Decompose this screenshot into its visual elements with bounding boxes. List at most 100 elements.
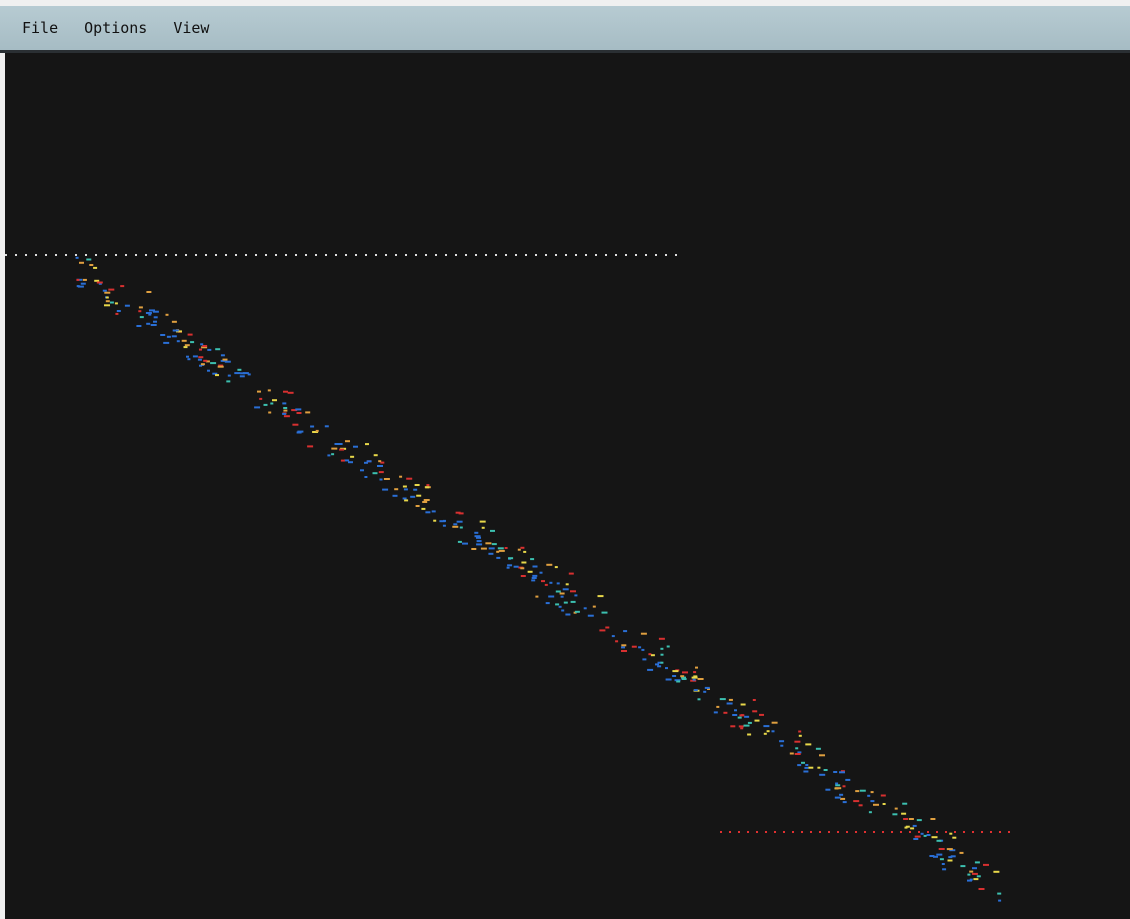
point	[403, 486, 407, 488]
point	[667, 646, 670, 648]
point	[546, 564, 552, 566]
point	[744, 716, 749, 718]
point	[748, 722, 752, 724]
point	[563, 588, 569, 590]
point	[518, 549, 521, 551]
point	[804, 767, 808, 769]
point	[482, 527, 485, 529]
point	[549, 582, 552, 584]
point	[415, 484, 420, 486]
point	[694, 689, 698, 691]
point	[331, 448, 337, 450]
point	[528, 571, 533, 573]
point	[932, 836, 938, 838]
point	[393, 495, 398, 497]
point	[199, 349, 202, 351]
point	[593, 606, 596, 608]
point	[574, 594, 577, 596]
point	[845, 779, 850, 781]
point	[106, 300, 110, 302]
point	[913, 825, 917, 827]
point	[186, 356, 189, 358]
point	[860, 790, 866, 792]
point	[218, 366, 224, 368]
point	[824, 769, 828, 771]
point	[651, 654, 655, 656]
menu-item[interactable]: Options	[84, 19, 147, 37]
point	[462, 543, 468, 545]
point	[805, 764, 808, 766]
point	[559, 606, 562, 608]
point	[257, 391, 261, 393]
point	[927, 834, 931, 836]
point	[234, 372, 240, 374]
point	[665, 667, 668, 669]
point	[115, 302, 118, 304]
point	[154, 316, 158, 318]
point	[871, 791, 874, 793]
point	[149, 309, 155, 311]
point	[443, 525, 446, 527]
menu-item[interactable]: File	[22, 19, 58, 37]
point	[283, 410, 287, 412]
point	[859, 804, 863, 806]
point	[348, 461, 353, 463]
point	[545, 584, 548, 586]
point	[520, 547, 524, 549]
point	[89, 264, 93, 266]
point	[967, 880, 972, 882]
point	[632, 646, 637, 648]
point	[200, 343, 203, 345]
point	[840, 798, 845, 800]
menu-item[interactable]: View	[173, 19, 209, 37]
point	[819, 754, 825, 756]
point	[81, 283, 86, 285]
point	[540, 572, 543, 574]
point	[331, 453, 334, 455]
point	[855, 790, 859, 792]
point	[83, 279, 87, 281]
point	[692, 677, 698, 679]
point	[930, 818, 935, 820]
point	[716, 706, 719, 708]
point	[940, 858, 944, 860]
point	[693, 671, 696, 673]
point	[458, 541, 462, 543]
point	[682, 671, 688, 673]
point	[297, 432, 302, 434]
point	[488, 553, 493, 555]
point	[993, 871, 999, 873]
point	[485, 542, 491, 544]
point	[939, 848, 945, 850]
point	[917, 819, 922, 821]
point	[895, 808, 898, 810]
point	[977, 875, 981, 877]
point	[660, 662, 663, 664]
point	[498, 547, 504, 549]
point	[190, 341, 194, 343]
point	[379, 471, 384, 473]
point	[404, 488, 408, 490]
point	[79, 262, 84, 264]
point	[327, 454, 330, 456]
point	[523, 551, 526, 553]
point	[426, 484, 429, 486]
point	[453, 523, 457, 525]
point	[555, 566, 558, 568]
point	[598, 595, 604, 597]
point	[738, 717, 742, 719]
point	[541, 580, 545, 582]
point	[507, 564, 512, 566]
point	[693, 679, 696, 681]
point	[237, 369, 241, 371]
point	[947, 848, 953, 850]
point	[797, 764, 801, 766]
point	[367, 460, 372, 462]
point	[93, 267, 97, 269]
point	[599, 629, 605, 631]
point	[514, 566, 519, 568]
point	[108, 289, 114, 291]
point	[283, 407, 287, 409]
point	[641, 633, 647, 635]
point	[292, 424, 298, 426]
